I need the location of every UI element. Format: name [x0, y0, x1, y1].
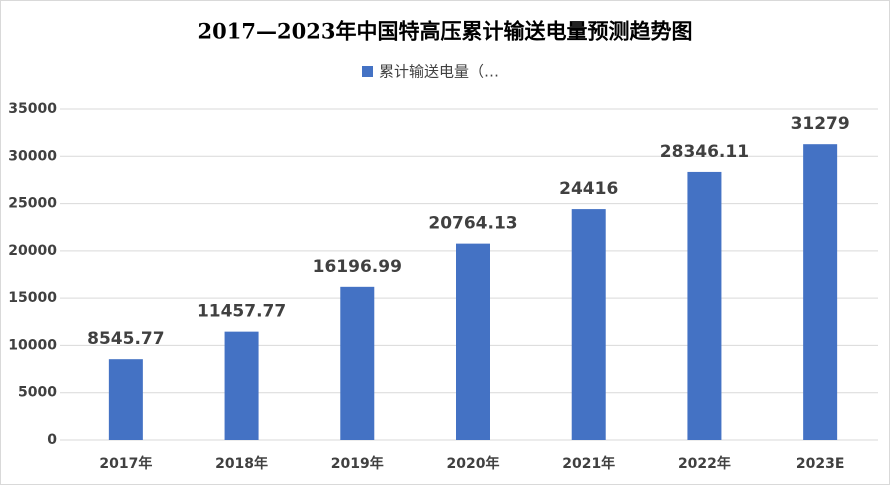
bar	[224, 331, 259, 440]
data-label: 8545.77	[87, 329, 164, 349]
chart-title: 2017—2023年中国特高压累计输送电量预测趋势图	[198, 19, 693, 44]
data-label: 31279	[791, 114, 850, 134]
y-tick-label: 25000	[8, 196, 57, 212]
bar	[571, 209, 606, 440]
y-tick-label: 30000	[8, 148, 57, 164]
bar	[108, 359, 143, 440]
bar	[803, 144, 838, 440]
y-tick-label: 0	[47, 432, 57, 448]
data-label: 16196.99	[313, 257, 402, 277]
x-tick-label: 2023E	[796, 456, 845, 472]
y-tick-label: 20000	[8, 243, 57, 259]
data-label: 24416	[559, 179, 618, 199]
legend-label: 累计输送电量（…	[379, 63, 499, 81]
data-label: 28346.11	[660, 142, 749, 162]
y-tick-label: 35000	[8, 101, 57, 117]
y-tick-label: 10000	[8, 337, 57, 353]
bar	[340, 286, 375, 440]
x-tick-label: 2019年	[331, 455, 384, 472]
y-tick-label: 5000	[18, 385, 57, 401]
y-tick-label: 15000	[8, 290, 57, 306]
legend-swatch	[362, 66, 373, 77]
bar	[687, 171, 722, 440]
x-tick-label: 2020年	[447, 455, 500, 472]
data-label: 20764.13	[428, 214, 517, 234]
x-tick-label: 2022年	[678, 455, 731, 472]
x-tick-label: 2021年	[562, 455, 615, 472]
x-tick-label: 2017年	[99, 455, 152, 472]
data-label: 11457.77	[197, 302, 286, 322]
x-tick-label: 2018年	[215, 455, 268, 472]
bar	[456, 243, 490, 440]
